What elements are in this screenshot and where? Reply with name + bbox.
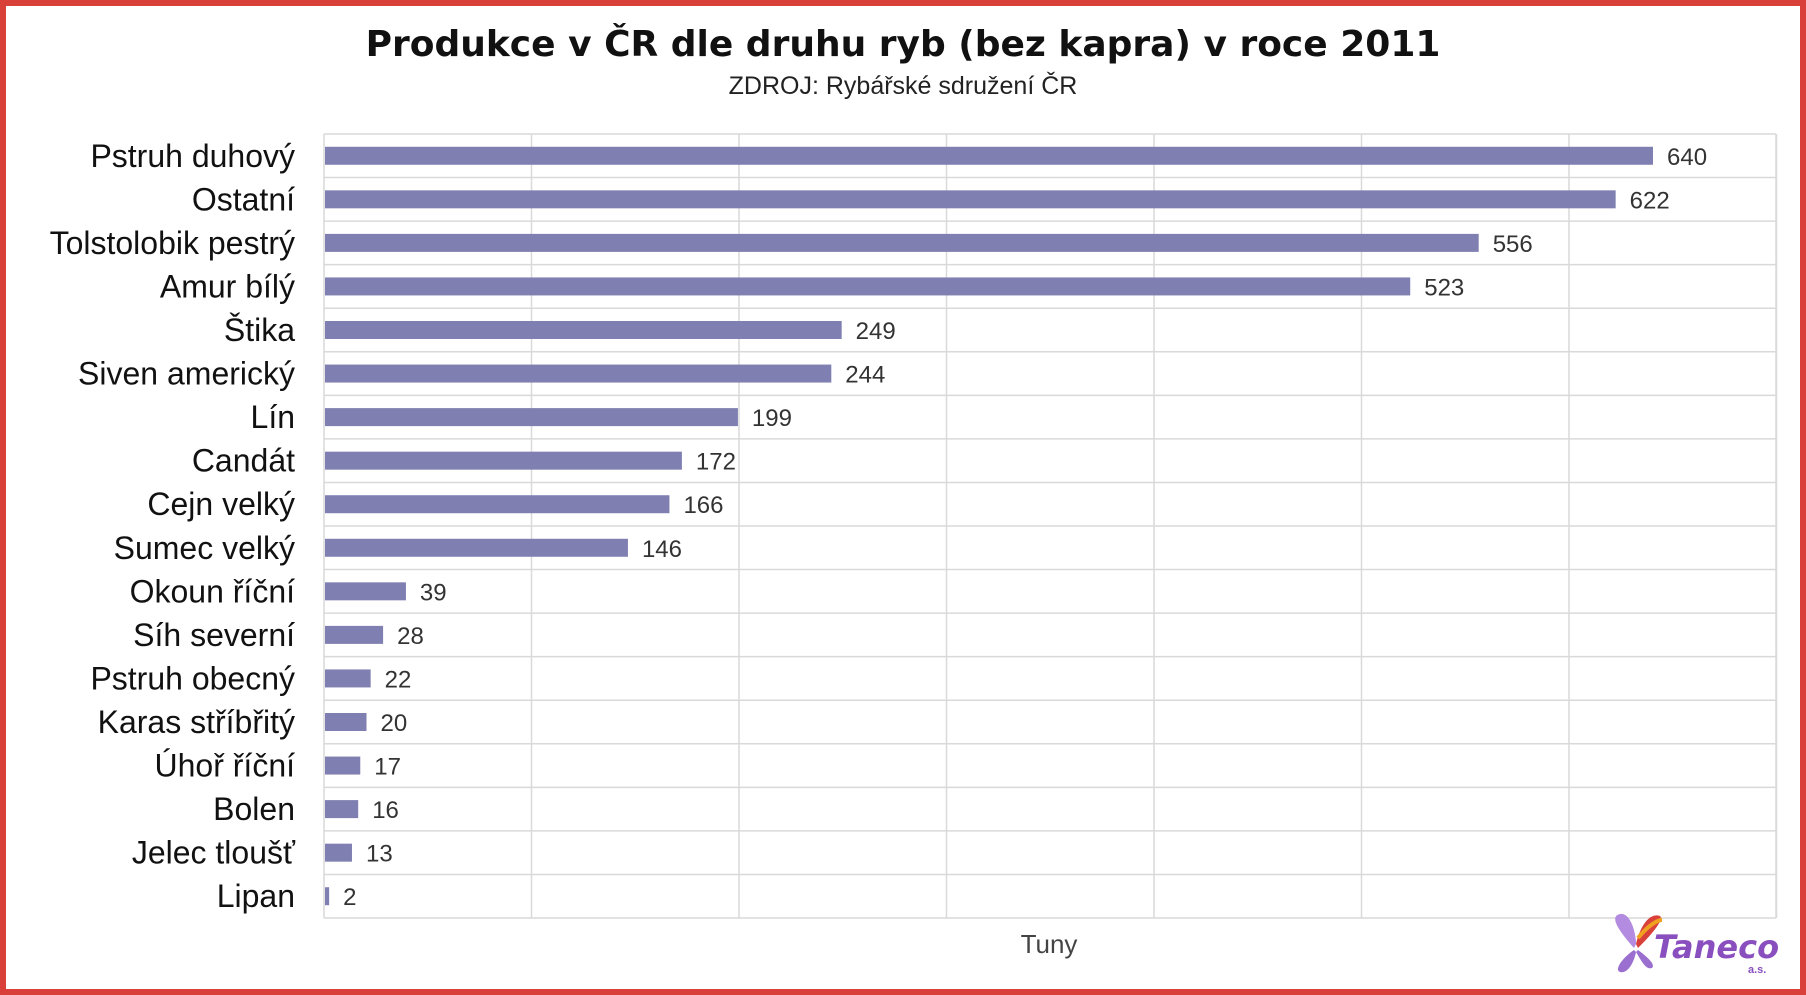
bar [325, 538, 628, 557]
category-label: Karas stříbřitý [98, 704, 295, 740]
bar [325, 756, 361, 775]
category-label: Tolstolobik pestrý [50, 225, 295, 261]
bars [325, 146, 1653, 906]
data-label: 244 [845, 362, 885, 389]
category-label: Pstruh obecný [90, 660, 295, 696]
data-label: 640 [1667, 144, 1707, 171]
bar [325, 495, 670, 514]
data-label: 17 [374, 754, 401, 781]
data-label: 166 [683, 492, 723, 519]
bar [325, 582, 406, 601]
data-label: 622 [1630, 187, 1670, 214]
data-label: 13 [366, 841, 393, 868]
bar [325, 321, 842, 339]
bar [325, 669, 371, 688]
data-label: 199 [752, 405, 792, 432]
bar [325, 843, 352, 862]
data-label: 2 [343, 884, 356, 911]
data-label: 28 [397, 623, 424, 650]
data-label: 146 [642, 536, 682, 563]
category-label: Cejn velký [147, 486, 295, 522]
category-label: Štika [224, 312, 295, 348]
bar [325, 146, 1653, 165]
data-label: 20 [381, 710, 408, 737]
bar [325, 713, 367, 731]
category-label: Amur bílý [160, 268, 295, 304]
butterfly-icon [1615, 913, 1663, 973]
category-label: Síh severní [133, 617, 295, 653]
gridlines [323, 133, 1778, 919]
category-label: Siven americký [78, 356, 295, 392]
data-label: 22 [385, 666, 412, 693]
category-label: Jelec tloušť [132, 835, 296, 871]
data-label: 172 [696, 449, 736, 476]
data-label: 556 [1493, 231, 1533, 258]
value-labels: 6406225565232492441991721661463928222017… [343, 144, 1707, 911]
bar [325, 887, 330, 906]
category-label: Sumec velký [114, 530, 295, 566]
category-label: Lín [251, 399, 295, 435]
x-axis-label: Tuny [1021, 929, 1078, 959]
category-label: Candát [192, 443, 295, 479]
bar [325, 277, 1411, 296]
data-label: 39 [420, 579, 447, 606]
bar [325, 190, 1616, 209]
category-label: Bolen [213, 791, 295, 827]
bar [325, 625, 384, 644]
category-label: Ostatní [192, 181, 295, 217]
bar [325, 364, 832, 383]
category-label: Lipan [217, 878, 295, 914]
category-label: Okoun říční [130, 573, 296, 609]
data-label: 249 [856, 318, 896, 345]
bar [325, 233, 1479, 252]
logo-subtext: a.s. [1748, 964, 1767, 976]
taneco-logo: Taneco a.s. [1606, 908, 1780, 978]
logo-text: Taneco [1654, 928, 1780, 966]
category-label: Úhoř říční [155, 748, 296, 784]
category-label: Pstruh duhový [90, 138, 295, 174]
chart-subtitle: ZDROJ: Rybářské sdružení ČR [728, 72, 1078, 100]
data-label: 523 [1424, 274, 1464, 301]
data-label: 16 [372, 797, 399, 824]
bar [325, 451, 682, 470]
category-labels: Pstruh duhový Ostatní Tolstolobik pestrý Am… [50, 138, 296, 914]
chart-title: Produkce v ČR dle druhu ryb (bez kapra) … [365, 24, 1441, 65]
bar [325, 408, 738, 427]
bar [325, 800, 359, 819]
